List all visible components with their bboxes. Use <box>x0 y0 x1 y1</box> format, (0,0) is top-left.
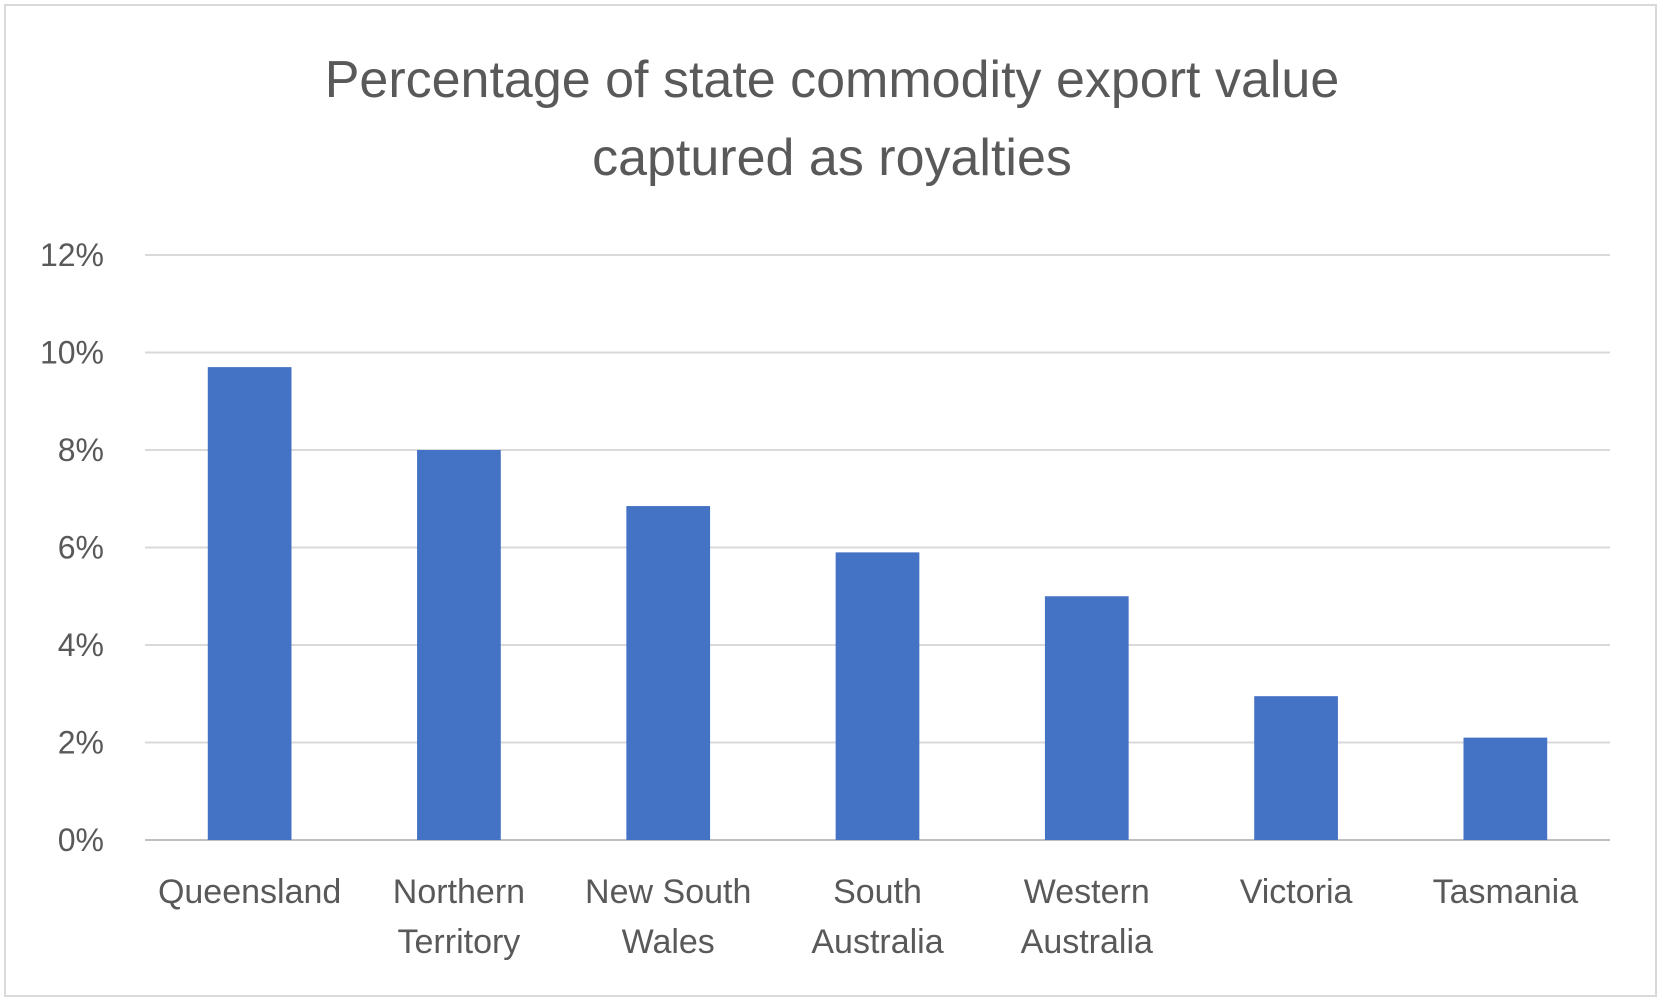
bar <box>1463 737 1548 840</box>
x-tick-label-line: Queensland <box>158 873 341 911</box>
bar <box>626 506 711 840</box>
bars <box>207 367 1548 840</box>
x-tick-label: New South Wales <box>585 873 751 961</box>
y-axis-ticks: 0% 2% 4% 6% 8% 10% 12% <box>40 237 104 858</box>
bar <box>1254 696 1338 840</box>
x-tick-label-line: Western <box>1024 873 1150 911</box>
y-tick-label: 10% <box>40 335 104 371</box>
y-tick-label: 12% <box>40 237 104 273</box>
y-tick-label: 0% <box>58 822 104 858</box>
bar <box>207 367 292 840</box>
bar <box>835 552 920 840</box>
bar <box>417 450 501 840</box>
x-tick-label: South Australia <box>811 873 943 961</box>
x-tick-label: Victoria <box>1240 873 1353 911</box>
x-tick-label-line: New South <box>585 873 751 911</box>
x-tick-label: Northern Territory <box>393 873 525 961</box>
x-tick-label-line: Tasmania <box>1433 873 1579 911</box>
chart-title-line-1: Percentage of state commodity export val… <box>325 51 1340 109</box>
x-tick-label-line: Victoria <box>1240 873 1353 911</box>
x-tick-label-line: Territory <box>398 923 521 961</box>
gridlines <box>145 254 1610 841</box>
bar <box>1044 596 1129 840</box>
x-tick-label-line: Wales <box>622 923 715 961</box>
y-tick-label: 6% <box>58 530 104 566</box>
y-tick-label: 2% <box>58 725 104 761</box>
x-tick-label-line: Australia <box>1021 923 1153 961</box>
x-tick-label-line: Australia <box>811 923 943 961</box>
x-tick-label-line: South <box>833 873 922 911</box>
chart-title-line-2: captured as royalties <box>592 129 1072 187</box>
x-tick-label: Queensland <box>158 873 341 911</box>
y-tick-label: 4% <box>58 627 104 663</box>
x-axis-labels: Queensland Northern Territory New South Wale… <box>158 873 1578 961</box>
x-tick-label-line: Northern <box>393 873 525 911</box>
y-tick-label: 8% <box>58 432 104 468</box>
x-tick-label: Western Australia <box>1021 873 1153 961</box>
x-tick-label: Tasmania <box>1433 873 1579 911</box>
